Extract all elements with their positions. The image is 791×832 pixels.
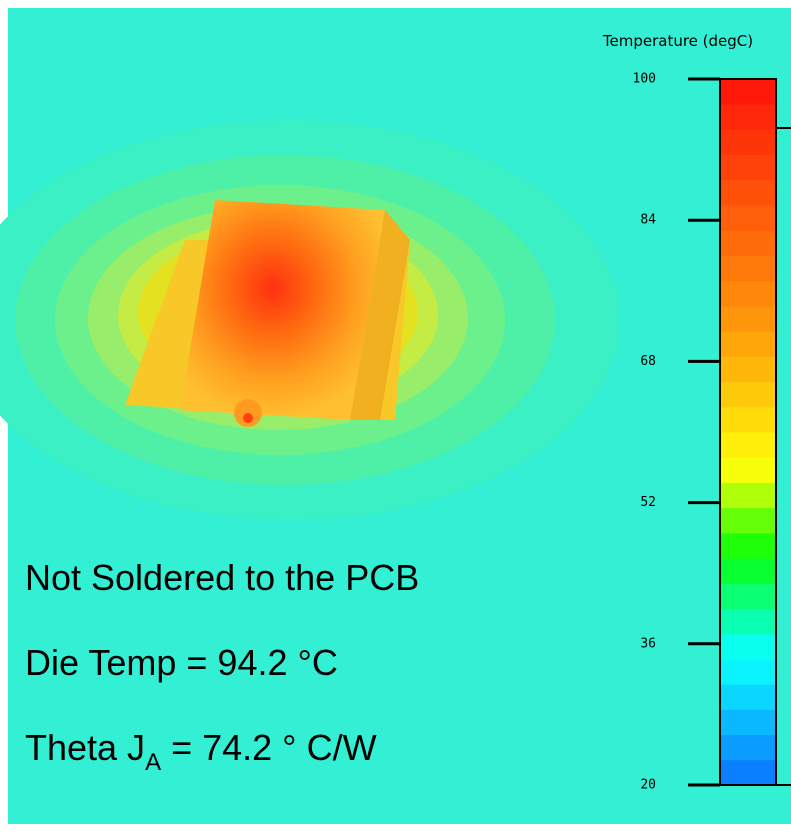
tick-label: 20 — [640, 778, 656, 793]
colorbar-band — [720, 205, 776, 231]
annotation-part: = 74.2 ° C/W — [161, 727, 376, 768]
colorbar-title: Temperature (degC) — [602, 32, 753, 50]
colorbar-band — [720, 558, 776, 584]
colorbar-band — [720, 457, 776, 483]
colorbar-band — [720, 179, 776, 206]
colorbar-band — [720, 658, 776, 685]
hot-spot-core — [243, 413, 253, 423]
package-side — [350, 210, 410, 420]
colorbar-band — [720, 684, 776, 710]
colorbar-band — [720, 709, 776, 736]
colorbar-band — [720, 608, 776, 635]
colorbar-band — [720, 154, 776, 181]
colorbar — [720, 79, 776, 786]
colorbar-band — [720, 79, 776, 105]
tick-label: 100 — [633, 72, 656, 87]
annotation: Not Soldered to the PCB — [25, 557, 419, 598]
colorbar-band — [720, 356, 776, 383]
annotation-part: Theta J — [25, 727, 145, 768]
colorbar-band — [720, 331, 776, 357]
colorbar-band — [720, 759, 776, 786]
colorbar-band — [720, 482, 776, 509]
package — [125, 200, 410, 427]
annotation-subscript: A — [145, 749, 161, 776]
colorbar-band — [720, 255, 776, 282]
tick-label: 52 — [640, 495, 656, 510]
colorbar-band — [720, 104, 776, 130]
package-top — [180, 200, 385, 420]
colorbar-band — [720, 734, 776, 761]
colorbar-band — [720, 129, 776, 156]
annotation: Theta JA = 74.2 ° C/W — [25, 727, 377, 776]
colorbar-band — [720, 507, 776, 534]
colorbar-band — [720, 381, 776, 408]
colorbar-band — [720, 432, 776, 458]
colorbar-frame — [719, 78, 777, 786]
colorbar-band — [720, 406, 776, 433]
tick-label: 68 — [640, 354, 656, 369]
colorbar-band — [720, 305, 776, 332]
colorbar-band — [720, 230, 776, 256]
colorbar-band — [720, 280, 776, 307]
colorbar-band — [720, 532, 776, 559]
colorbar-band — [720, 633, 776, 660]
colorbar-band — [720, 583, 776, 609]
tick-label: 36 — [640, 636, 656, 651]
tick-label: 84 — [640, 213, 656, 228]
annotation: Die Temp = 94.2 °C — [25, 642, 338, 683]
